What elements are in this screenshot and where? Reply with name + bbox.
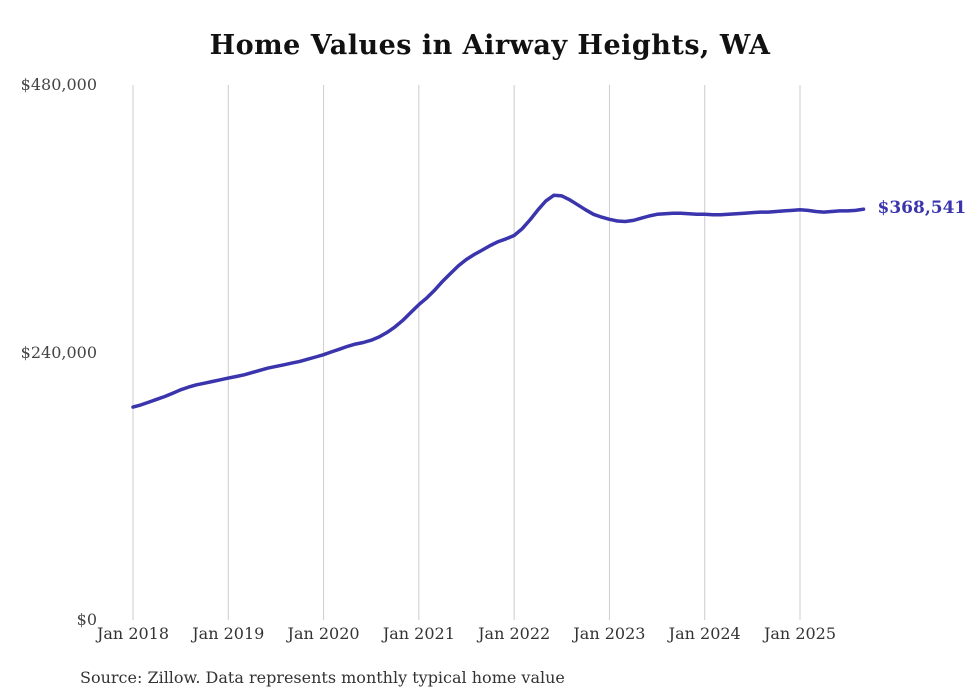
series-line-home-values: [131, 193, 866, 409]
x-tick-label: Jan 2018: [96, 624, 170, 643]
end-value-label: $368,541: [877, 198, 967, 219]
chart-title: Home Values in Airway Heights, WA: [209, 30, 771, 61]
x-tick-label: Jan 2022: [478, 624, 551, 643]
x-tick-label: Jan 2021: [382, 624, 455, 643]
source-note: Source: Zillow. Data represents monthly …: [80, 668, 565, 687]
y-tick-label: $480,000: [20, 75, 97, 94]
y-tick-label: $240,000: [20, 342, 97, 362]
x-tick-label: Jan 2023: [573, 624, 646, 643]
y-tick-label: $0: [76, 610, 97, 629]
x-tick-label: Jan 2019: [192, 624, 265, 643]
x-tick-label: Jan 2025: [763, 624, 837, 643]
x-tick-label: Jan 2020: [287, 624, 360, 643]
x-tick-label: Jan 2024: [668, 624, 741, 643]
